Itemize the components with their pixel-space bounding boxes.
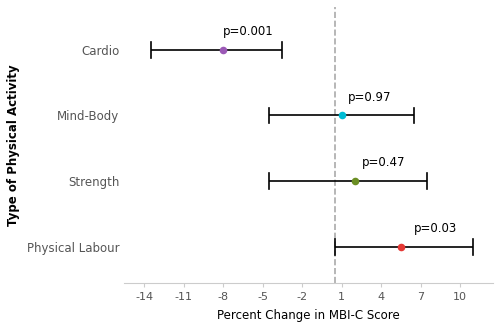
Point bbox=[351, 179, 359, 184]
Point bbox=[397, 244, 405, 250]
Text: p=0.97: p=0.97 bbox=[348, 90, 392, 104]
Point bbox=[219, 47, 227, 52]
Point bbox=[338, 113, 345, 118]
X-axis label: Percent Change in MBI-C Score: Percent Change in MBI-C Score bbox=[218, 309, 400, 322]
Text: p=0.03: p=0.03 bbox=[414, 222, 458, 235]
Text: p=0.47: p=0.47 bbox=[362, 156, 405, 169]
Text: p=0.001: p=0.001 bbox=[223, 25, 274, 38]
Y-axis label: Type of Physical Activity: Type of Physical Activity bbox=[7, 64, 20, 226]
